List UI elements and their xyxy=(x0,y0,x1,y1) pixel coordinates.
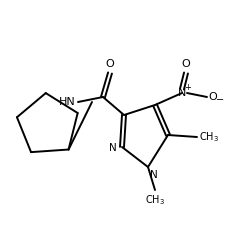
Text: N: N xyxy=(150,170,158,180)
Text: N: N xyxy=(178,88,186,98)
Text: −: − xyxy=(216,95,224,105)
Text: O: O xyxy=(182,59,190,69)
Text: O: O xyxy=(208,92,217,102)
Text: CH$_3$: CH$_3$ xyxy=(199,130,219,144)
Text: +: + xyxy=(185,84,191,93)
Text: N: N xyxy=(109,143,117,153)
Text: CH$_3$: CH$_3$ xyxy=(145,193,165,207)
Text: HN: HN xyxy=(59,97,76,107)
Text: O: O xyxy=(106,59,114,69)
